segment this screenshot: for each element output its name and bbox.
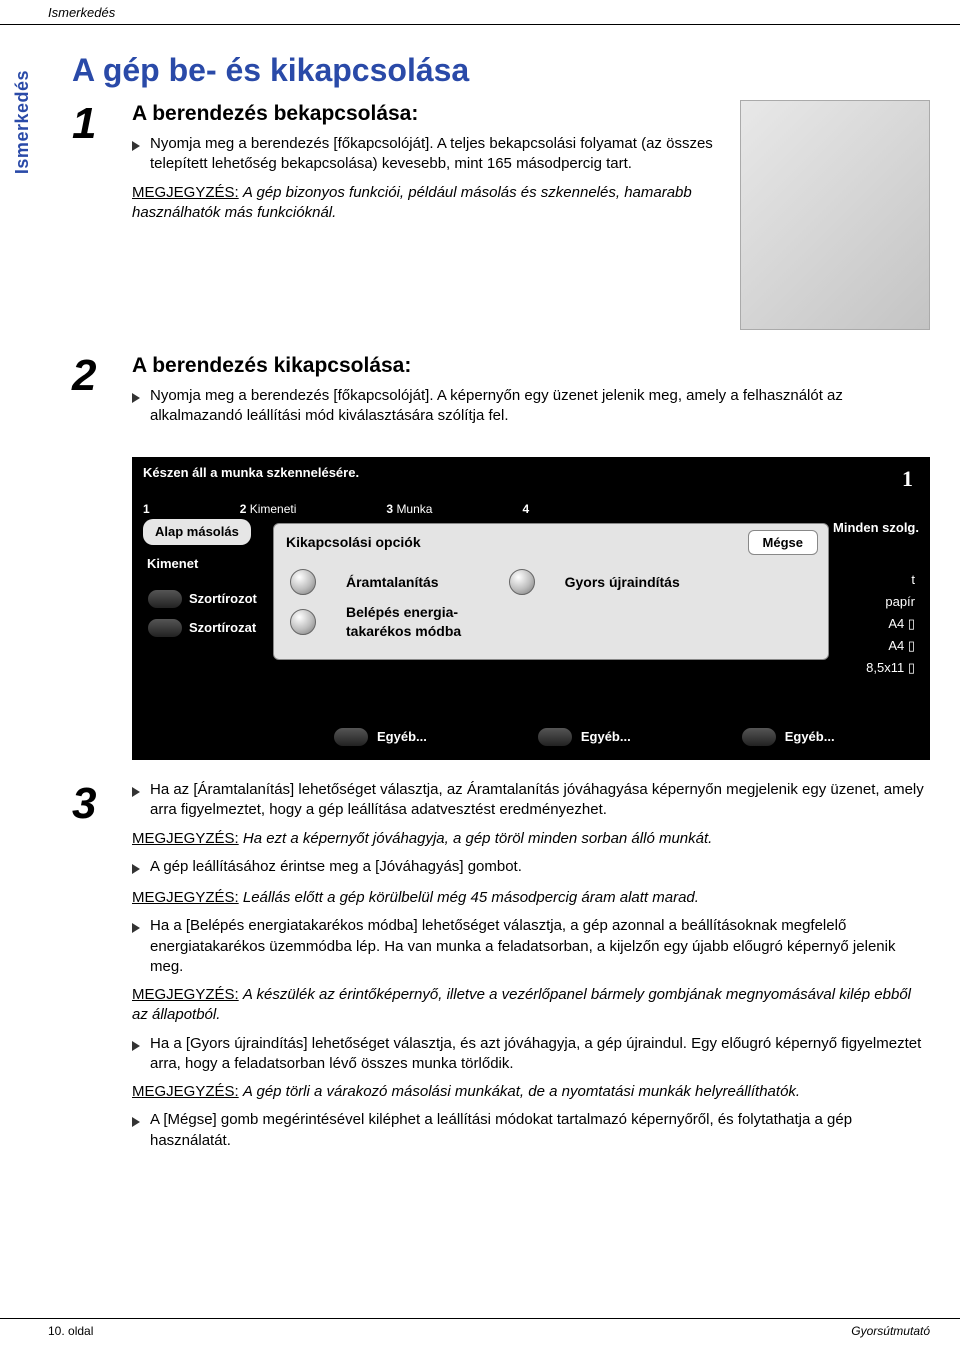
ss-egyeb-3[interactable]: Egyéb... <box>785 728 835 746</box>
radio-icon[interactable] <box>509 569 535 595</box>
footer-doc-title: Gyorsútmutató <box>851 1323 930 1339</box>
ss-egyeb-1[interactable]: Egyéb... <box>377 728 427 746</box>
step-3-note-3: A készülék az érintőképernyő, illetve a … <box>132 986 911 1023</box>
step-1-number: 1 <box>72 100 132 146</box>
pill-icon <box>537 727 573 747</box>
step-2-heading: A berendezés kikapcsolása: <box>132 352 930 380</box>
ss-side-1: Szortírozot <box>189 587 257 610</box>
footer-page-number: 10. oldal <box>48 1323 93 1339</box>
note-label: MEGJEGYZÉS: <box>132 184 239 201</box>
pill-icon <box>741 727 777 747</box>
step-1-heading: A berendezés bekapcsolása: <box>132 100 724 128</box>
ss-r3: A4 ▯ <box>866 613 915 635</box>
note-label: MEGJEGYZÉS: <box>132 889 239 906</box>
device-screenshot: Készen áll a munka szkennelésére. 1 1 2 … <box>132 457 930 760</box>
step-3-note-4: A gép törli a várakozó másolási munkákat… <box>243 1083 800 1100</box>
ss-r5: 8,5x11 ▯ <box>866 657 915 679</box>
step-2: 2 A berendezés kikapcsolása: Nyomja meg … <box>72 352 930 435</box>
bullet-icon <box>132 1034 150 1075</box>
step-3-bullet-5: A [Mégse] gomb megérintésével kiléphet a… <box>150 1110 930 1151</box>
pill-icon <box>333 727 369 747</box>
pill-icon <box>147 589 183 609</box>
top-header-section: Ismerkedés <box>0 0 960 25</box>
bullet-icon <box>132 857 150 880</box>
ss-side-2: Szortírozat <box>189 616 256 639</box>
ss-all-services[interactable]: Minden szolg. <box>833 519 919 545</box>
bullet-icon <box>132 1110 150 1151</box>
step-3-number: 3 <box>72 780 132 826</box>
ss-r4: A4 ▯ <box>866 635 915 657</box>
ss-opt-poweroff[interactable]: Áramtalanítás <box>346 573 439 592</box>
step-1: 1 A berendezés bekapcsolása: Nyomja meg … <box>72 100 930 330</box>
ss-opt-energy-l1: Belépés energia- <box>346 604 458 620</box>
step-1-bullet-1: Nyomja meg a berendezés [főkapcsolóját].… <box>150 134 724 175</box>
bullet-icon <box>132 780 150 821</box>
ss-egyeb-2[interactable]: Egyéb... <box>581 728 631 746</box>
ss-opt-restart[interactable]: Gyors újraindítás <box>565 573 680 592</box>
ss-dialog-title: Kikapcsolási opciók <box>286 533 421 552</box>
radio-icon[interactable] <box>290 569 316 595</box>
side-tab-label: Ismerkedés <box>10 70 34 174</box>
step-2-number: 2 <box>72 352 132 398</box>
bullet-icon <box>132 386 150 427</box>
note-label: MEGJEGYZÉS: <box>132 830 239 847</box>
ss-count: 1 <box>902 464 919 494</box>
step-3-bullet-3: Ha a [Belépés energiatakarékos módba] le… <box>150 916 930 977</box>
page-footer: 10. oldal Gyorsútmutató <box>0 1318 960 1339</box>
step-3-note-2: Leállás előtt a gép körülbelül még 45 má… <box>243 889 699 906</box>
ss-tab-4: 4 <box>522 501 529 517</box>
page-title: A gép be- és kikapcsolása <box>72 49 930 92</box>
printer-image <box>740 100 930 330</box>
ss-r1: t <box>866 569 915 591</box>
step-3-bullet-4: Ha a [Gyors újraindítás] lehetőséget vál… <box>150 1034 930 1075</box>
ss-cancel-button[interactable]: Mégse <box>748 530 818 556</box>
step-3: 3 Ha az [Áramtalanítás] lehetőséget vála… <box>72 780 930 1159</box>
ss-r2: papír <box>866 591 915 613</box>
note-label: MEGJEGYZÉS: <box>132 986 239 1003</box>
ss-tab-2: 2 <box>240 502 247 516</box>
ss-tab-1: 1 <box>143 502 150 516</box>
ss-status: Készen áll a munka szkennelésére. <box>143 464 359 494</box>
ss-tab-3: 3 <box>386 502 393 516</box>
step-2-bullet-1: Nyomja meg a berendezés [főkapcsolóját].… <box>150 386 930 427</box>
step-3-bullet-2: A gép leállításához érintse meg a [Jóváh… <box>150 857 930 880</box>
ss-opt-energy[interactable]: Belépés energia- takarékos módba <box>346 603 461 641</box>
ss-tab-3-label: Munka <box>396 502 432 516</box>
ss-opt-energy-l2: takarékos módba <box>346 623 461 639</box>
ss-chip-alap[interactable]: Alap másolás <box>143 519 251 545</box>
bullet-icon <box>132 916 150 977</box>
step-3-note-1: Ha ezt a képernyőt jóváhagyja, a gép tör… <box>243 830 712 847</box>
pill-icon <box>147 618 183 638</box>
ss-tab-2-label: Kimeneti <box>250 502 297 516</box>
bullet-icon <box>132 134 150 175</box>
step-3-bullet-1: Ha az [Áramtalanítás] lehetőséget válasz… <box>150 780 930 821</box>
note-label: MEGJEGYZÉS: <box>132 1083 239 1100</box>
radio-icon[interactable] <box>290 609 316 635</box>
